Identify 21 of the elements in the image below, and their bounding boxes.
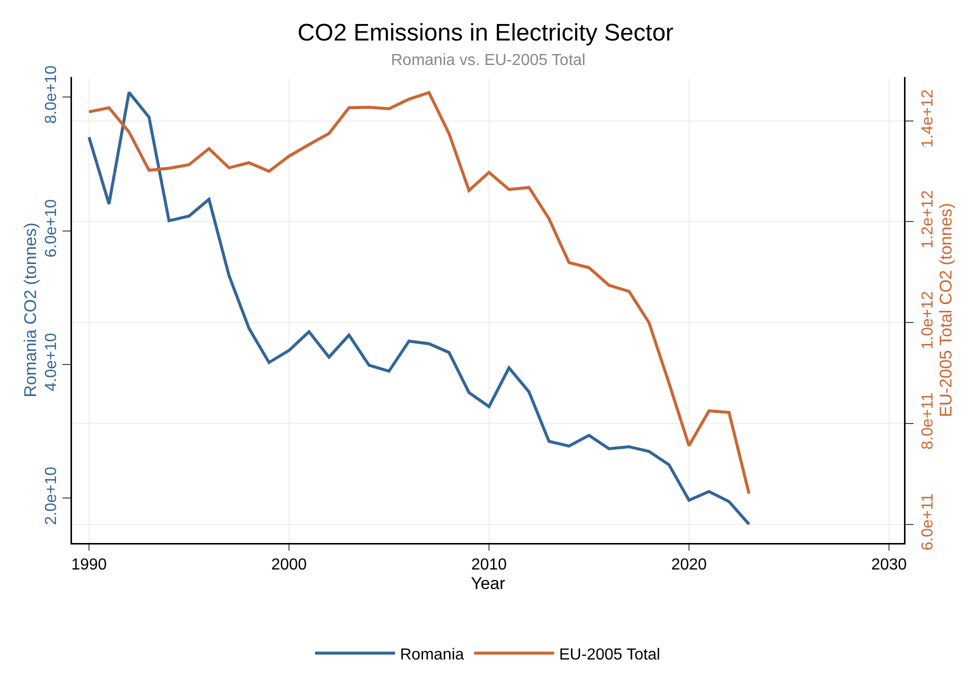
y-tick-label: 2.0e+10 <box>43 466 60 525</box>
y2-tick-label: 1.2e+12 <box>920 190 937 248</box>
x-tick-label: 2000 <box>271 556 307 574</box>
y2-axis-title: EU-2005 Total CO2 (tonnes) <box>936 202 956 418</box>
y2-tick-label: 1.4e+12 <box>920 89 937 148</box>
chart-title: CO2 Emissions in Electricity Sector <box>297 20 674 47</box>
chart-subtitle: Romania vs. EU-2005 Total <box>391 52 586 69</box>
y-tick-label: 4.0e+10 <box>43 332 60 392</box>
x-tick-label: 2010 <box>471 556 507 574</box>
x-tick-label: 1990 <box>71 556 107 574</box>
y2-tick-label: 1.0e+12 <box>920 290 937 350</box>
x-tick-label: 2020 <box>671 556 707 574</box>
y-tick-label: 8.0e+10 <box>43 65 60 124</box>
legend-label: EU-2005 Total <box>559 646 660 664</box>
legend-label: Romania <box>400 646 464 664</box>
x-axis-title: Year <box>470 574 506 593</box>
y2-tick-label: 6.0e+11 <box>920 493 937 550</box>
y2-tick-label: 8.0e+11 <box>920 392 937 450</box>
y-tick-label: 6.0e+10 <box>43 199 60 258</box>
y-axis-title: Romania CO2 (tonnes) <box>20 222 40 398</box>
x-tick-label: 2030 <box>871 556 907 574</box>
